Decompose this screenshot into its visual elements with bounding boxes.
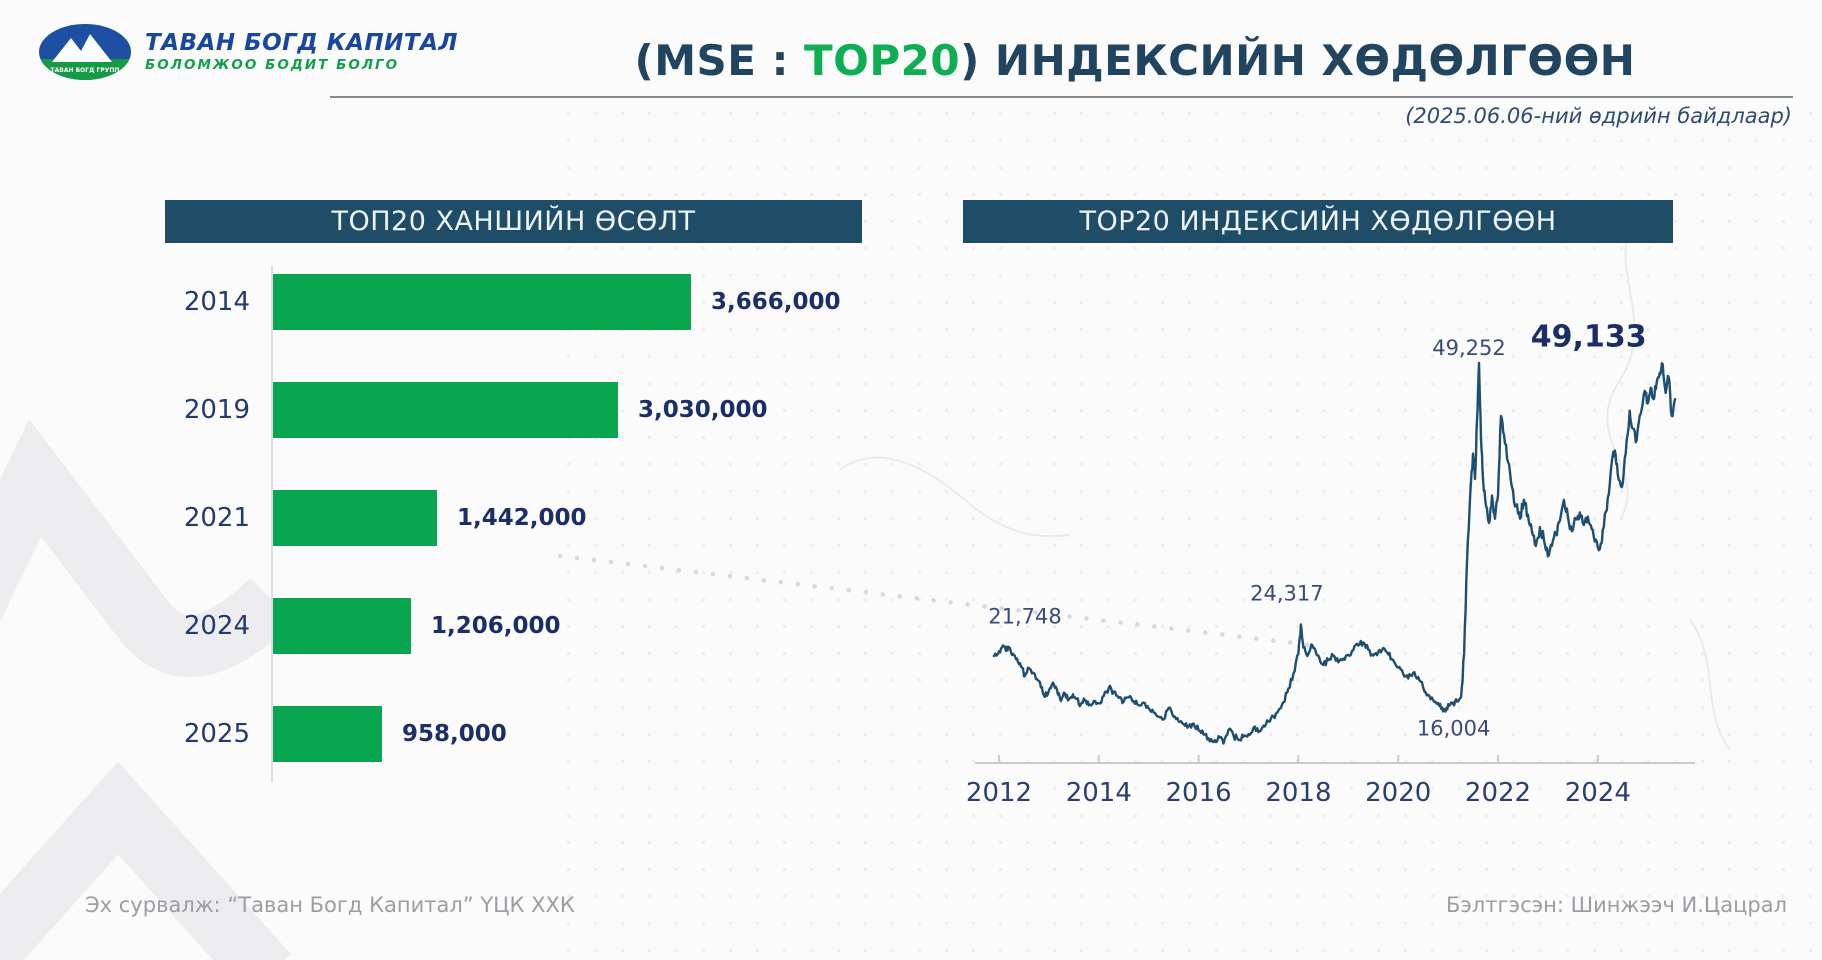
bar (273, 706, 382, 762)
bar (273, 598, 411, 654)
title-highlight: TOP20 (804, 36, 961, 85)
page-title: (MSE : TOP20) ИНДЕКСИЙН ХӨДӨЛГӨӨН (470, 36, 1800, 85)
title-suffix: ) ИНДЕКСИЙН ХӨДӨЛГӨӨН (960, 36, 1636, 85)
as-of-date: (2025.06.06-ний өдрийн байдлаар) (1405, 104, 1792, 128)
bar-row: 2014 3,666,000 (150, 274, 880, 330)
axis-year-label: 2016 (1166, 778, 1232, 808)
bar-year-label: 2024 (183, 611, 250, 641)
bar-value-label: 1,442,000 (457, 505, 587, 531)
prepared-by-note: Бэлтгэсэн: Шинжээч И.Цацрал (1445, 893, 1787, 917)
source-note: Эх сурвалж: “Таван Богд Капитал” ҮЦК ХХК (85, 893, 575, 917)
bar (273, 274, 691, 330)
logo-tagline: БОЛОМЖОО БОДИТ БОЛГО (145, 57, 400, 74)
bar-year-label: 2025 (183, 719, 250, 749)
axis-year-label: 2022 (1465, 778, 1531, 808)
title-divider (330, 96, 1793, 98)
axis-year-label: 2020 (1365, 778, 1431, 808)
bar-value-label: 958,000 (402, 721, 507, 747)
bar-row: 2021 1,442,000 (150, 490, 880, 546)
title-prefix: (MSE : (634, 36, 805, 85)
top20-price-growth-bar-chart: 2014 3,666,000 2019 3,030,000 2021 1,442,000 2… (150, 266, 880, 784)
company-logo: ТАВАН БОГД ГРУПП ТАВАН БОГД КАПИТАЛ БОЛО… (38, 22, 458, 82)
line-annotation: 49,252 (1432, 336, 1505, 360)
bar-row: 2024 1,206,000 (150, 598, 880, 654)
axis-year-label: 2018 (1265, 778, 1331, 808)
bar-value-label: 3,030,000 (638, 397, 768, 423)
bar-year-label: 2019 (183, 395, 250, 425)
mountain-oval-logo-icon: ТАВАН БОГД ГРУПП (39, 24, 131, 80)
logo-emblem-text: ТАВАН БОГД ГРУПП (51, 67, 120, 74)
bar-chart-axis (271, 266, 273, 782)
axis-year-label: 2024 (1565, 778, 1631, 808)
bar-chart-title: ТОП20 ХАНШИЙН ӨСӨЛТ (165, 200, 862, 243)
bar-row: 2019 3,030,000 (150, 382, 880, 438)
bar-year-label: 2021 (183, 503, 250, 533)
bar-year-label: 2014 (183, 287, 250, 317)
logo-company-name: ТАВАН БОГД КАПИТАЛ (145, 30, 458, 57)
axis-year-label: 2012 (966, 778, 1032, 808)
index-line (992, 361, 1677, 745)
axis-year-label: 2014 (1066, 778, 1132, 808)
line-annotation: 21,748 (988, 604, 1061, 628)
line-annotation: 49,133 (1531, 319, 1647, 354)
top20-index-line-chart: 2012 2014 2016 2018 2020 2022 2024 21,748 24,317… (966, 319, 1695, 808)
bar (273, 382, 618, 438)
line-annotation: 16,004 (1417, 717, 1490, 741)
line-chart-title: TOP20 ИНДЕКСИЙН ХӨДӨЛГӨӨН (963, 200, 1673, 243)
bar (273, 490, 437, 546)
bar-value-label: 1,206,000 (431, 613, 561, 639)
line-annotation: 24,317 (1250, 581, 1323, 605)
bar-value-label: 3,666,000 (711, 289, 841, 315)
bar-row: 2025 958,000 (150, 706, 880, 762)
